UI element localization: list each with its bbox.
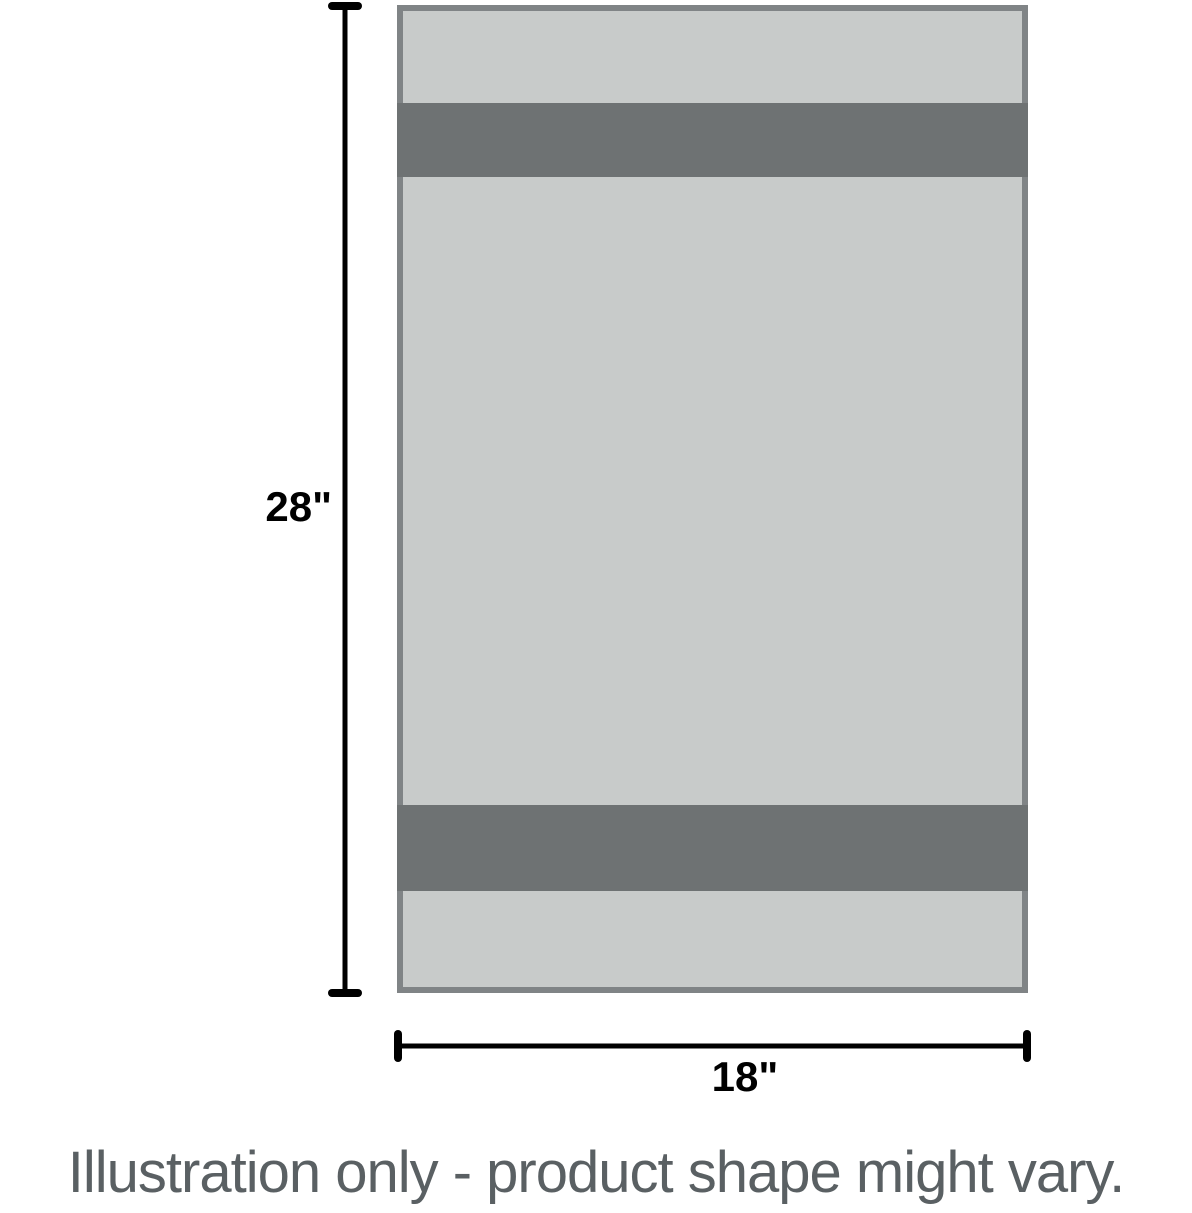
- caption-text: Illustration only - product shape might …: [67, 1140, 1125, 1205]
- width-dimension-label: 18": [711, 1053, 779, 1100]
- towel-stripe-top: [397, 103, 1028, 177]
- product-rectangle: [397, 5, 1028, 993]
- height-dimension-line: [328, 2, 362, 997]
- height-dimension-label: 28": [265, 483, 332, 530]
- towel-stripe-bottom: [397, 805, 1028, 891]
